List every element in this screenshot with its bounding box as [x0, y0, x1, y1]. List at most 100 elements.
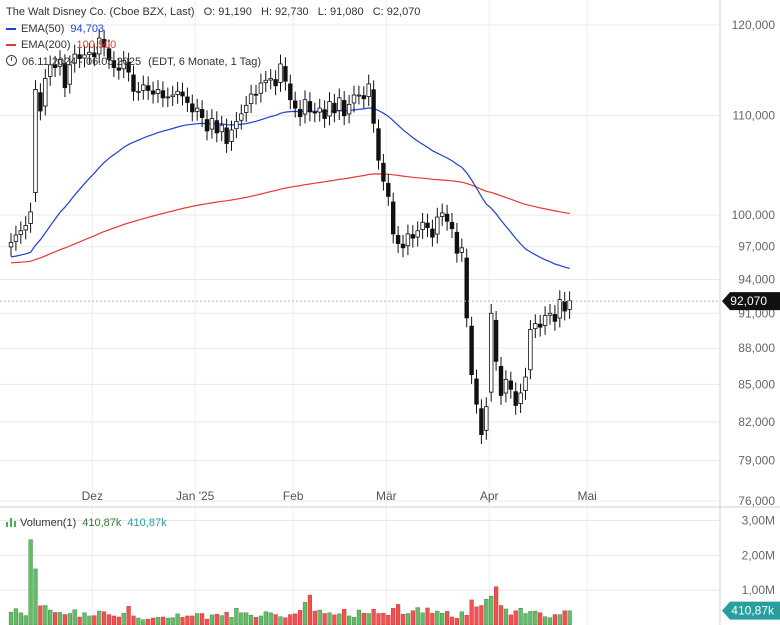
candle-body	[263, 79, 268, 84]
volume-bar	[258, 615, 263, 625]
volume-bar	[454, 618, 459, 625]
volume-bar	[160, 616, 165, 625]
candle-body	[405, 233, 411, 247]
volume-bar	[322, 613, 327, 625]
candle-body	[97, 37, 102, 55]
candle-body	[136, 90, 141, 93]
volume-bar	[445, 611, 450, 625]
volume-bar	[376, 613, 381, 625]
candle-body	[224, 127, 229, 144]
ema50-label: EMA(50)	[21, 23, 65, 35]
volume-bar	[317, 609, 322, 625]
volume-bar	[489, 595, 494, 625]
y-axis-area	[720, 0, 780, 625]
candle-body	[13, 234, 19, 242]
volume-bar	[67, 613, 72, 625]
y-tick-label: 88,000	[738, 341, 775, 355]
candle-body	[239, 113, 244, 121]
candle-body	[57, 59, 63, 67]
volume-bar	[543, 616, 548, 625]
candle-body	[454, 231, 460, 254]
volume-bar	[430, 612, 435, 625]
volume-bar	[97, 610, 102, 625]
candle-body	[62, 63, 68, 89]
volume-last-tag	[722, 601, 780, 620]
x-tick-label: Jan '25	[176, 489, 215, 503]
candle-body	[542, 315, 548, 326]
ema200-legend[interactable]: EMA(200) 100,500	[6, 39, 116, 51]
candle-body	[18, 230, 23, 235]
candle-body	[322, 109, 327, 119]
candle-body	[52, 64, 58, 68]
candle-body	[165, 96, 170, 99]
volume-bar	[528, 611, 533, 625]
volume-bar	[214, 613, 219, 625]
candle-body	[297, 108, 303, 118]
candle-body	[229, 129, 234, 142]
candle-body	[307, 101, 313, 113]
candle-body	[288, 83, 293, 101]
volume-bar	[508, 614, 513, 625]
candle-body	[439, 212, 445, 217]
candle-body	[381, 162, 386, 182]
volume-bar	[567, 610, 572, 625]
candle-body	[464, 257, 469, 319]
candle-body	[361, 95, 366, 100]
volume-bar	[77, 616, 82, 625]
high-label: H:	[260, 6, 272, 18]
volume-bar	[415, 607, 420, 625]
candle-body	[214, 120, 219, 134]
volume-bar	[449, 616, 455, 625]
volume-bar	[38, 605, 43, 625]
high-value: 92,730	[275, 6, 309, 18]
candle-body	[258, 82, 264, 94]
ema200-value: 100,500	[76, 39, 117, 51]
candle-body	[341, 100, 347, 117]
candle-body	[528, 329, 533, 371]
volume-bar	[342, 609, 347, 625]
volume-bar	[547, 617, 553, 625]
volume-bar	[53, 612, 58, 625]
low-value: 91,080	[330, 6, 364, 18]
volume-bar	[351, 617, 357, 625]
volume-bar	[195, 613, 200, 625]
volume-bar	[293, 613, 298, 625]
volume-bar	[425, 607, 430, 625]
volume-value-2: 410,87k	[127, 517, 167, 529]
candle-body	[332, 102, 337, 114]
ema200-swatch	[6, 44, 16, 47]
candle-body	[141, 84, 146, 91]
volume-bar	[57, 612, 63, 625]
volume-bar	[116, 616, 121, 625]
candle-body	[67, 64, 72, 85]
volume-bar	[175, 613, 180, 625]
volume-bar	[219, 615, 224, 625]
candle-body	[444, 213, 450, 222]
volume-legend[interactable]: Volumen(1) 410,87k 410,87k	[6, 517, 167, 529]
candle-body	[23, 225, 28, 231]
low-label: L:	[317, 6, 327, 18]
candle-body	[449, 221, 455, 230]
ema50-legend[interactable]: EMA(50) 94,703	[6, 23, 104, 35]
candle-body	[459, 247, 464, 253]
candle-body	[116, 67, 121, 71]
last-price-tag	[722, 292, 780, 311]
volume-bar	[410, 610, 415, 625]
volume-bar	[361, 612, 366, 625]
candle-body	[557, 299, 562, 319]
candle-body	[562, 300, 567, 312]
volume-bar	[33, 568, 38, 625]
candle-body	[312, 111, 317, 114]
candle-body	[317, 107, 322, 113]
candle-body	[498, 365, 504, 396]
volume-bar	[302, 602, 308, 625]
volume-bar	[131, 615, 136, 625]
candle-body	[48, 64, 53, 77]
volume-bar	[503, 608, 508, 625]
candle-body	[190, 103, 195, 113]
volume-bar	[28, 539, 33, 625]
volume-bar	[244, 612, 249, 625]
candle-body	[87, 51, 92, 55]
header-line: The Walt Disney Co. (Cboe BZX, Last) O: …	[6, 6, 420, 18]
